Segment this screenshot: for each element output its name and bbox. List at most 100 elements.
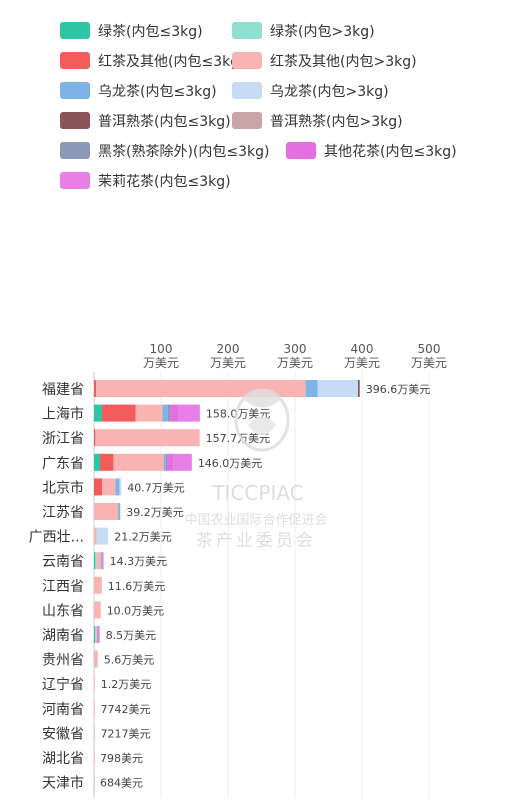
data-label: 10.0万美元 [107,604,165,617]
bar-segment [100,453,114,471]
x-tick-unit: 万美元 [411,356,447,370]
legend-swatch [232,112,262,129]
legend-label: 普洱熟茶(内包≤3kg) [98,114,231,130]
bar-segment [118,503,121,520]
legend-label: 普洱熟茶(内包>3kg) [270,114,403,130]
legend: 绿茶(内包≤3kg) 绿茶(内包>3kg) 红茶及其他(内包≤3kg) 红茶及其他(内… [60,22,457,190]
legend-label: 黑茶(熟茶除外)(内包≤3kg) [98,144,269,160]
bar-segment [163,453,166,471]
legend-label: 红茶及其他(内包≤3kg) [98,54,245,70]
legend-label: 茉莉花茶(内包≤3kg) [98,173,231,190]
bar-segment [94,429,96,447]
data-label: 158.0万美元 [206,408,270,421]
category-label: 云南省 [42,554,84,570]
bar-segment [95,626,96,643]
bar-segment [102,404,136,422]
legend-swatch [232,22,262,39]
bar-segment [94,626,96,643]
data-label: 1.2万美元 [101,678,152,691]
legend-label: 乌龙茶(内包≤3kg) [98,84,217,100]
x-tick-unit: 万美元 [143,356,179,370]
bar-segment [94,699,95,717]
x-tick-unit: 万美元 [277,356,313,370]
bar-segment [101,552,103,570]
data-label: 11.6万美元 [108,580,166,593]
category-label: 安徽省 [42,726,84,742]
bar-segment [317,380,358,397]
watermark-line1: 中国农业国际合作促进会 [184,513,327,528]
bar-segment [119,478,122,496]
watermark-latin: TICCPIAC [211,481,303,505]
bar-segment [173,453,192,471]
x-tick-label: 400 [351,342,374,356]
bar-segment [167,404,171,422]
bar-segment [94,675,95,693]
legend-label: 乌龙茶(内包>3kg) [270,84,389,100]
x-tick-unit: 万美元 [210,356,246,370]
legend-label: 红茶及其他(内包>3kg) [270,54,417,70]
bar-segment [165,453,168,471]
category-label: 福建省 [42,382,84,398]
bar-segment [95,552,97,570]
category-label: 江西省 [42,579,84,595]
bars [94,380,360,791]
legend-swatch [232,52,262,69]
bar-segment [94,724,95,742]
bar-segment [94,503,119,520]
data-label: 7217美元 [100,727,150,740]
data-label: 7742美元 [101,703,151,716]
data-label: 146.0万美元 [198,457,263,470]
data-labels: 396.6万美元 158.0万美元 157.7万美元 146.0万美元 40.7万美元 3… [100,383,430,790]
bar-segment [94,527,97,545]
category-label: 广西壮... [29,530,84,546]
data-label: 396.6万美元 [366,383,431,396]
legend-swatch [60,82,90,99]
legend-swatch [286,142,316,159]
bar-segment [305,380,318,397]
category-label: 上海市 [42,406,84,423]
bar-segment [357,380,360,397]
bar-segment [98,626,100,643]
watermark-emblem-icon [234,388,290,452]
legend-swatch [60,142,90,159]
legend-swatch [60,52,90,69]
data-label: 21.2万美元 [114,531,172,544]
data-label: 157.7万美元 [206,432,271,445]
bar-segment [96,527,109,545]
category-label: 北京市 [42,479,84,496]
bar-segment [115,478,120,496]
category-label: 湖南省 [42,628,84,644]
data-label: 39.2万美元 [126,506,184,519]
bar-segment [94,601,101,619]
category-label: 贵州省 [42,653,84,669]
bar-segment [94,478,103,496]
bar-segment [102,552,104,570]
bar-segment [162,404,168,422]
bar-segment [97,626,98,643]
bar-segment [102,552,103,570]
category-label: 广东省 [42,456,84,472]
category-label: 河南省 [42,702,84,718]
bar-segment [94,404,103,422]
bar-segment [167,453,174,471]
x-tick-unit: 万美元 [344,356,380,370]
legend-swatch [60,112,90,129]
bar-segment [94,749,95,766]
bar-segment [94,576,102,594]
legend-swatch [60,172,90,189]
x-tick-label: 300 [284,342,307,356]
category-label: 浙江省 [42,431,84,447]
bar-segment [178,404,200,422]
x-tick-label: 500 [418,342,441,356]
bar-segment [94,453,101,471]
legend-label: 其他花茶(内包≤3kg) [324,144,457,160]
category-label: 湖北省 [42,751,84,767]
data-label: 8.5万美元 [106,629,157,642]
bar-segment [96,552,102,570]
bar-segment [94,650,98,668]
category-label: 山东省 [42,603,84,619]
watermark-line2: 茶产业委员会 [196,531,316,551]
legend-swatch [232,82,262,99]
bar-segment [94,552,96,570]
